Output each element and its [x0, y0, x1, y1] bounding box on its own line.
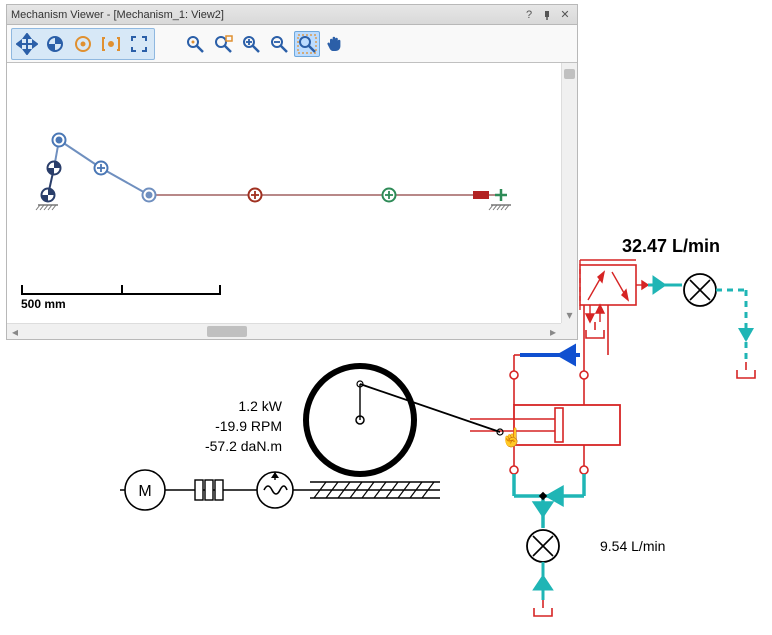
pin-button[interactable] [539, 7, 555, 23]
scale-label: 500 mm [21, 297, 221, 311]
rpm-label: -19.9 RPM [196, 418, 282, 434]
tool-zoom-out[interactable] [266, 31, 292, 57]
toolgroup-zoom [179, 28, 351, 60]
scrollbar-vertical[interactable]: ▴ ▾ [561, 63, 577, 323]
flow-top-label: 32.47 L/min [622, 236, 720, 257]
scroll-thumb-v[interactable] [564, 69, 575, 79]
cursor-hand-icon: ☝ [501, 428, 523, 449]
help-button[interactable]: ? [521, 7, 537, 23]
mechanism-viewer-window: Mechanism Viewer - [Mechanism_1: View2] … [6, 4, 578, 340]
tool-zoom-window[interactable] [210, 31, 236, 57]
toolbar [7, 25, 577, 63]
window-title: Mechanism Viewer - [Mechanism_1: View2] [11, 9, 519, 21]
scroll-thumb-h[interactable] [207, 326, 247, 337]
tool-zoom-select[interactable] [294, 31, 320, 57]
flow-bottom-label: 9.54 L/min [600, 538, 665, 554]
toolgroup-select [11, 28, 155, 60]
tool-center-dot[interactable] [70, 31, 96, 57]
torque-label: -57.2 daN.m [186, 438, 282, 454]
mechanism-canvas[interactable]: 500 mm [7, 63, 561, 323]
tool-zoom-fit[interactable] [182, 31, 208, 57]
tool-pan-hand[interactable] [322, 31, 348, 57]
tool-center-target[interactable] [42, 31, 68, 57]
close-button[interactable]: ✕ [557, 7, 573, 23]
power-label: 1.2 kW [202, 398, 282, 414]
tool-zoom-in[interactable] [238, 31, 264, 57]
tool-bracket[interactable] [98, 31, 124, 57]
scrollbar-horizontal[interactable]: ◂ ▸ [7, 323, 561, 339]
tool-move[interactable] [14, 31, 40, 57]
svg-text:M: M [138, 483, 151, 500]
tool-fit[interactable] [126, 31, 152, 57]
scale-bar: 500 mm [21, 285, 221, 311]
titlebar[interactable]: Mechanism Viewer - [Mechanism_1: View2] … [7, 5, 577, 25]
